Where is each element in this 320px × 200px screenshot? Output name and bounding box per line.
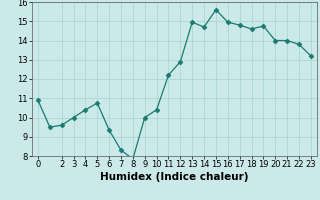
X-axis label: Humidex (Indice chaleur): Humidex (Indice chaleur) <box>100 172 249 182</box>
